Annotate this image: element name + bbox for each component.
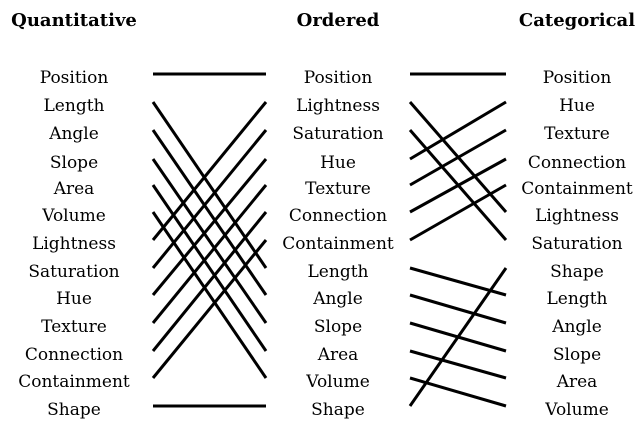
item-saturation: Saturation bbox=[531, 234, 623, 254]
column-title-ordered: Ordered bbox=[296, 10, 380, 31]
link-volume-0 bbox=[151, 211, 268, 379]
link-area-1 bbox=[409, 349, 507, 380]
column-title-quantitative: Quantitative bbox=[11, 10, 137, 31]
item-saturation: Saturation bbox=[292, 124, 384, 144]
item-angle: Angle bbox=[313, 289, 363, 309]
link-slope-0 bbox=[151, 158, 268, 324]
item-volume: Volume bbox=[306, 372, 370, 392]
item-position: Position bbox=[39, 68, 109, 88]
item-containment: Containment bbox=[521, 179, 633, 199]
item-texture: Texture bbox=[544, 124, 610, 144]
item-angle: Angle bbox=[552, 317, 602, 337]
item-position: Position bbox=[303, 68, 373, 88]
item-texture: Texture bbox=[305, 179, 371, 199]
link-saturation-0 bbox=[151, 129, 268, 269]
link-volume-1 bbox=[409, 376, 507, 408]
item-position: Position bbox=[542, 68, 612, 88]
link-area-0 bbox=[151, 184, 268, 352]
item-area: Area bbox=[556, 372, 598, 392]
link-hue-1 bbox=[409, 100, 507, 161]
item-angle: Angle bbox=[49, 124, 99, 144]
link-angle-1 bbox=[409, 293, 507, 325]
link-texture-1 bbox=[409, 128, 507, 187]
link-containment-1 bbox=[409, 183, 507, 242]
item-connection: Connection bbox=[527, 153, 627, 173]
item-slope: Slope bbox=[49, 153, 99, 173]
link-hue-0 bbox=[151, 158, 268, 296]
item-shape: Shape bbox=[550, 262, 604, 282]
item-connection: Connection bbox=[24, 345, 124, 365]
item-saturation: Saturation bbox=[28, 262, 120, 282]
item-area: Area bbox=[317, 345, 359, 365]
item-slope: Slope bbox=[552, 345, 602, 365]
item-shape: Shape bbox=[47, 400, 101, 420]
item-length: Length bbox=[546, 289, 608, 309]
item-lightness: Lightness bbox=[535, 206, 619, 226]
link-containment-0 bbox=[151, 239, 268, 379]
item-lightness: Lightness bbox=[32, 234, 116, 254]
column-title-categorical: Categorical bbox=[518, 10, 636, 31]
link-angle-0 bbox=[151, 129, 268, 296]
item-hue: Hue bbox=[320, 153, 356, 173]
item-connection: Connection bbox=[288, 206, 388, 226]
item-volume: Volume bbox=[545, 400, 609, 420]
item-texture: Texture bbox=[41, 317, 107, 337]
item-hue: Hue bbox=[559, 96, 595, 116]
link-length-0 bbox=[151, 101, 268, 269]
item-lightness: Lightness bbox=[296, 96, 380, 116]
item-length: Length bbox=[307, 262, 369, 282]
link-lightness-0 bbox=[151, 101, 268, 241]
item-length: Length bbox=[43, 96, 105, 116]
link-connection-0 bbox=[151, 211, 268, 352]
item-shape: Shape bbox=[311, 400, 365, 420]
item-containment: Containment bbox=[18, 372, 130, 392]
link-connection-1 bbox=[409, 157, 507, 214]
link-shape-1 bbox=[408, 267, 508, 407]
item-slope: Slope bbox=[313, 317, 363, 337]
link-texture-0 bbox=[151, 184, 268, 324]
item-area: Area bbox=[53, 179, 95, 199]
item-volume: Volume bbox=[42, 206, 106, 226]
item-hue: Hue bbox=[56, 289, 92, 309]
item-containment: Containment bbox=[282, 234, 394, 254]
